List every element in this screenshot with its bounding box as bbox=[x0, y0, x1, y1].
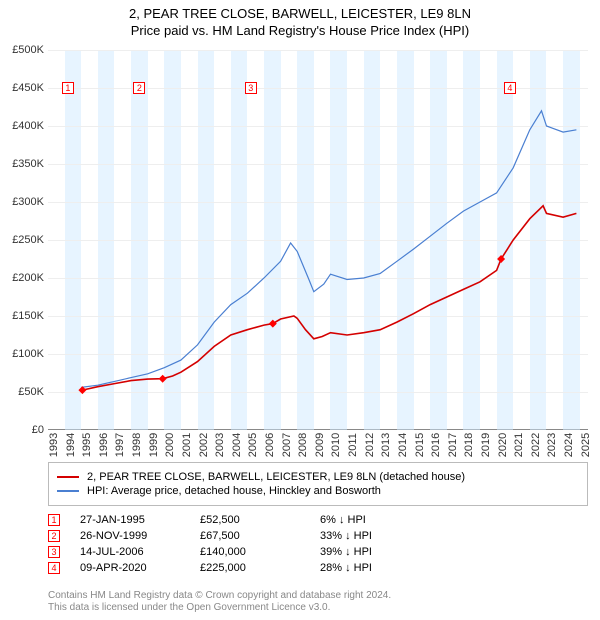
series-price_paid bbox=[82, 206, 576, 390]
x-tick: 2005 bbox=[247, 433, 259, 457]
sale-diff: 33% ↓ HPI bbox=[320, 530, 420, 542]
y-tick: £50K bbox=[0, 386, 44, 398]
y-tick: £400K bbox=[0, 120, 44, 132]
x-tick: 1997 bbox=[114, 433, 126, 457]
sale-price: £52,500 bbox=[200, 514, 300, 526]
x-tick: 2011 bbox=[347, 433, 359, 457]
table-row: 2 26-NOV-1999 £67,500 33% ↓ HPI bbox=[48, 530, 588, 542]
x-tick: 2024 bbox=[563, 433, 575, 457]
x-tick: 2015 bbox=[414, 433, 426, 457]
sale-date: 27-JAN-1995 bbox=[80, 514, 180, 526]
y-tick: £250K bbox=[0, 234, 44, 246]
marker-box: 3 bbox=[245, 82, 257, 94]
marker-box: 2 bbox=[133, 82, 145, 94]
x-tick: 2008 bbox=[297, 433, 309, 457]
y-tick: £300K bbox=[0, 196, 44, 208]
table-row: 1 27-JAN-1995 £52,500 6% ↓ HPI bbox=[48, 514, 588, 526]
x-tick: 2006 bbox=[264, 433, 276, 457]
chart-title: 2, PEAR TREE CLOSE, BARWELL, LEICESTER, … bbox=[0, 0, 600, 40]
footer: Contains HM Land Registry data © Crown c… bbox=[48, 590, 588, 614]
x-tick: 2002 bbox=[198, 433, 210, 457]
y-tick: £450K bbox=[0, 82, 44, 94]
x-tick: 2014 bbox=[397, 433, 409, 457]
y-tick: £200K bbox=[0, 272, 44, 284]
table-marker: 4 bbox=[48, 562, 60, 574]
legend-label-blue: HPI: Average price, detached house, Hinc… bbox=[87, 485, 381, 497]
legend-label-red: 2, PEAR TREE CLOSE, BARWELL, LEICESTER, … bbox=[87, 471, 465, 483]
sale-diff: 39% ↓ HPI bbox=[320, 546, 420, 558]
x-tick: 1996 bbox=[98, 433, 110, 457]
x-tick: 2025 bbox=[580, 433, 592, 457]
x-tick: 1994 bbox=[65, 433, 77, 457]
sales-table: 1 27-JAN-1995 £52,500 6% ↓ HPI 2 26-NOV-1999 £… bbox=[48, 510, 588, 578]
x-tick: 2016 bbox=[430, 433, 442, 457]
price-marker bbox=[497, 255, 505, 263]
x-tick: 2010 bbox=[330, 433, 342, 457]
x-tick: 2003 bbox=[214, 433, 226, 457]
sale-date: 14-JUL-2006 bbox=[80, 546, 180, 558]
legend-swatch-blue bbox=[57, 490, 79, 492]
price-marker bbox=[269, 320, 277, 328]
title-line2: Price paid vs. HM Land Registry's House … bbox=[0, 23, 600, 40]
x-tick: 2013 bbox=[380, 433, 392, 457]
x-tick: 2021 bbox=[513, 433, 525, 457]
sale-date: 09-APR-2020 bbox=[80, 562, 180, 574]
x-tick: 2018 bbox=[463, 433, 475, 457]
table-row: 4 09-APR-2020 £225,000 28% ↓ HPI bbox=[48, 562, 588, 574]
footer-line1: Contains HM Land Registry data © Crown c… bbox=[48, 590, 588, 602]
legend-swatch-red bbox=[57, 476, 79, 478]
series-hpi bbox=[81, 111, 576, 388]
table-row: 3 14-JUL-2006 £140,000 39% ↓ HPI bbox=[48, 546, 588, 558]
title-line1: 2, PEAR TREE CLOSE, BARWELL, LEICESTER, … bbox=[0, 6, 600, 23]
legend-row-red: 2, PEAR TREE CLOSE, BARWELL, LEICESTER, … bbox=[57, 471, 579, 483]
x-tick: 1999 bbox=[148, 433, 160, 457]
x-tick: 2009 bbox=[314, 433, 326, 457]
x-tick: 2001 bbox=[181, 433, 193, 457]
x-tick: 2023 bbox=[546, 433, 558, 457]
x-tick: 2007 bbox=[281, 433, 293, 457]
chart-svg bbox=[48, 50, 588, 430]
sale-price: £67,500 bbox=[200, 530, 300, 542]
x-tick: 2012 bbox=[364, 433, 376, 457]
chart-container: 2, PEAR TREE CLOSE, BARWELL, LEICESTER, … bbox=[0, 0, 600, 620]
x-tick: 1995 bbox=[81, 433, 93, 457]
x-tick: 1998 bbox=[131, 433, 143, 457]
sale-diff: 6% ↓ HPI bbox=[320, 514, 420, 526]
x-tick: 2000 bbox=[164, 433, 176, 457]
y-tick: £100K bbox=[0, 348, 44, 360]
legend-row-blue: HPI: Average price, detached house, Hinc… bbox=[57, 485, 579, 497]
table-marker: 2 bbox=[48, 530, 60, 542]
y-tick: £350K bbox=[0, 158, 44, 170]
sale-price: £225,000 bbox=[200, 562, 300, 574]
marker-box: 4 bbox=[504, 82, 516, 94]
legend: 2, PEAR TREE CLOSE, BARWELL, LEICESTER, … bbox=[48, 462, 588, 506]
x-tick: 2020 bbox=[497, 433, 509, 457]
x-tick: 2017 bbox=[447, 433, 459, 457]
y-tick: £150K bbox=[0, 310, 44, 322]
x-tick: 2019 bbox=[480, 433, 492, 457]
sale-date: 26-NOV-1999 bbox=[80, 530, 180, 542]
sale-price: £140,000 bbox=[200, 546, 300, 558]
marker-box: 1 bbox=[62, 82, 74, 94]
y-tick: £0 bbox=[0, 424, 44, 436]
x-tick: 1993 bbox=[48, 433, 60, 457]
chart-area: £0£50K£100K£150K£200K£250K£300K£350K£400… bbox=[48, 50, 588, 430]
table-marker: 3 bbox=[48, 546, 60, 558]
x-tick: 2004 bbox=[231, 433, 243, 457]
x-tick: 2022 bbox=[530, 433, 542, 457]
footer-line2: This data is licensed under the Open Gov… bbox=[48, 602, 588, 614]
table-marker: 1 bbox=[48, 514, 60, 526]
y-tick: £500K bbox=[0, 44, 44, 56]
sale-diff: 28% ↓ HPI bbox=[320, 562, 420, 574]
price-marker bbox=[159, 375, 167, 383]
